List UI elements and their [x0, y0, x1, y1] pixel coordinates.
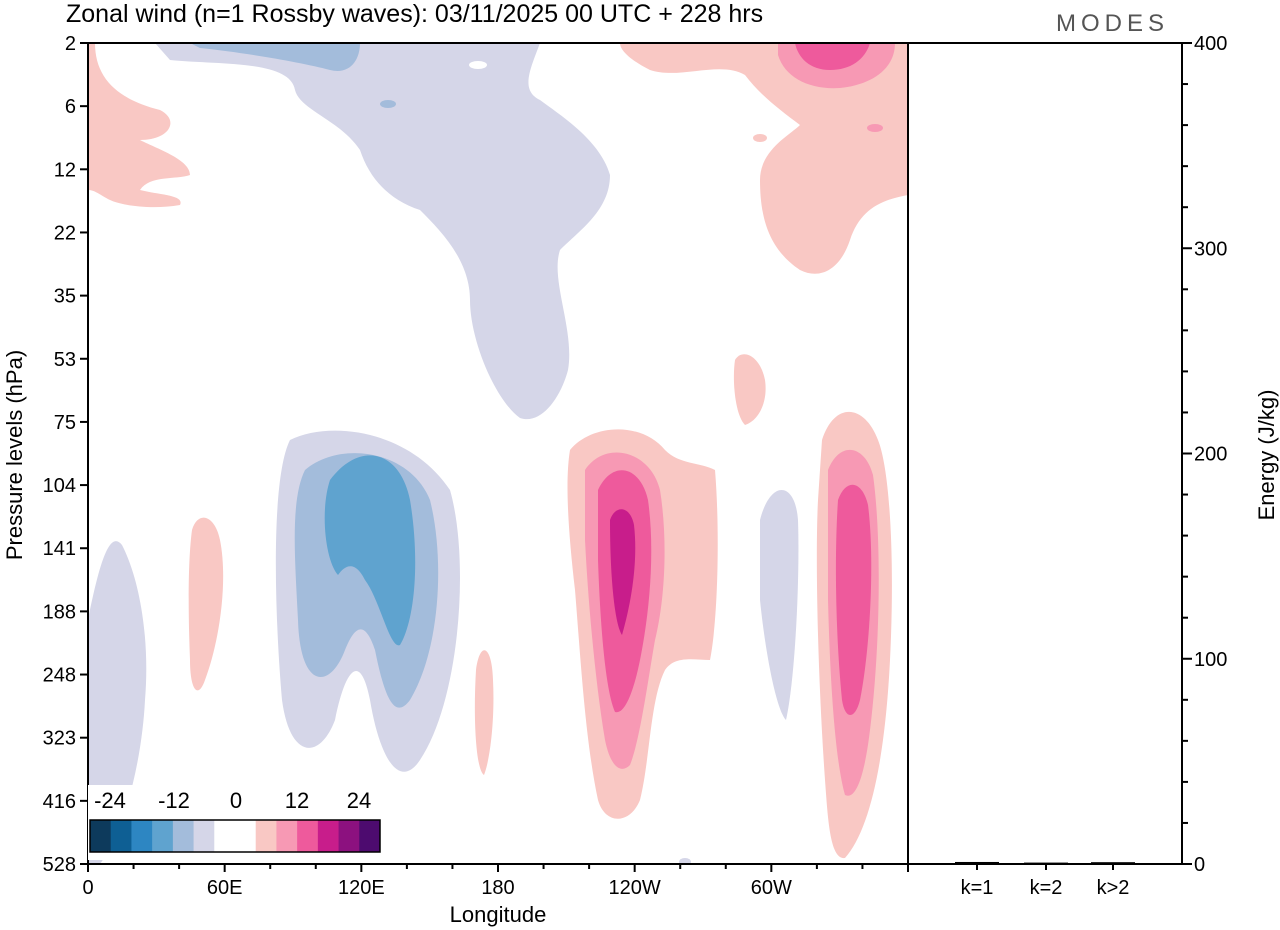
colorbar-swatch — [172, 820, 195, 852]
contour-positive-upper-right-l3 — [795, 43, 870, 70]
energy-tick-label: 200 — [1194, 444, 1227, 466]
colorbar-swatch — [317, 820, 340, 852]
colorbar-label: 0 — [230, 788, 242, 813]
y-tick-label: 22 — [54, 222, 76, 244]
modes-logo: MODES — [1056, 10, 1170, 37]
colorbar-swatch — [193, 820, 215, 852]
y-tick-label: 6 — [65, 96, 76, 118]
contour-white-hole — [469, 61, 487, 69]
y-tick-label: 323 — [43, 728, 76, 750]
bar-category-label: k>2 — [1097, 877, 1130, 899]
colorbar-label: -12 — [158, 788, 190, 813]
energy-bar — [1091, 862, 1135, 865]
colorbar-swatch — [255, 820, 277, 852]
energy-axis-ticks: 0 100 200 300 400 — [1182, 33, 1227, 876]
y-tick-label: 104 — [43, 475, 76, 497]
y-axis-title: Pressure levels (hPa) — [2, 350, 27, 560]
colorbar-frame — [89, 819, 381, 853]
x-tick-label: 120W — [609, 877, 661, 899]
energy-plot-frame — [907, 42, 1183, 865]
y-tick-label: 35 — [54, 286, 76, 308]
energy-tick-label: 400 — [1194, 33, 1227, 55]
energy-bar — [1024, 862, 1068, 865]
x-tick-label: 180 — [481, 877, 514, 899]
x-axis-ticks: 0 60E 120E 180 120W 60W — [82, 864, 909, 899]
contour-positive-45e — [188, 517, 224, 691]
colorbar-swatch — [90, 820, 112, 852]
contour-negative-bottom-dot — [679, 858, 691, 864]
y-tick-label: 2 — [65, 33, 76, 55]
contour-positive-right-l3 — [835, 484, 872, 715]
contour-positive-upper-left — [88, 43, 190, 208]
contour-positive-120w-l4 — [610, 509, 636, 635]
bar-category-label: k=1 — [961, 877, 994, 899]
y-tick-label: 75 — [54, 412, 76, 434]
y-tick-label: 12 — [54, 159, 76, 181]
chart-title: Zonal wind (n=1 Rossby waves): 03/11/202… — [66, 0, 764, 28]
energy-tick-label: 100 — [1194, 649, 1227, 671]
colorbar-swatch — [152, 820, 174, 852]
colorbar-swatch — [338, 820, 360, 852]
y-axis-ticks: 2 6 12 22 35 53 75 104 141 188 248 323 416 528 — [43, 33, 88, 876]
bar-category-label: k=2 — [1030, 877, 1063, 899]
y-tick-label: 248 — [43, 665, 76, 687]
contour-positive-small-dot — [867, 124, 883, 132]
contour-negative-mid-l3 — [324, 455, 416, 646]
energy-bar — [955, 861, 999, 864]
y-tick-label: 53 — [54, 349, 76, 371]
contour-positive-upper-right-l1 — [620, 43, 908, 274]
contour-negative-60w — [760, 490, 799, 720]
x-tick-label: 0 — [82, 877, 93, 899]
x-tick-label: 60W — [751, 877, 792, 899]
energy-tick-label: 300 — [1194, 238, 1227, 260]
contour-positive-small-dot2 — [753, 134, 767, 142]
colorbar-label: 24 — [347, 788, 371, 813]
contour-positive-50w — [733, 354, 766, 425]
colorbar: -24 -12 0 12 24 — [89, 788, 381, 853]
contour-positive-175e — [474, 650, 494, 775]
energy-bars: k=1 k=2 k>2 — [955, 861, 1135, 899]
colorbar-swatch — [359, 820, 381, 852]
y-tick-label: 416 — [43, 791, 76, 813]
colorbar-swatch — [214, 820, 236, 852]
contour-negative-dot — [380, 100, 396, 108]
contour-negative-upper-core — [190, 43, 360, 71]
colorbar-swatch — [131, 820, 153, 852]
x-tick-label: 60E — [207, 877, 243, 899]
colorbar-swatch — [235, 820, 257, 852]
y-tick-label: 141 — [43, 538, 76, 560]
x-tick-label: 120E — [338, 877, 385, 899]
colorbar-swatch — [297, 820, 319, 852]
y-tick-label: 528 — [43, 854, 76, 876]
colorbar-swatch — [276, 820, 298, 852]
energy-tick-label: 0 — [1194, 854, 1205, 876]
contour-field — [88, 43, 908, 864]
energy-axis-title: Energy (J/kg) — [1254, 390, 1279, 521]
y-tick-label: 188 — [43, 601, 76, 623]
colorbar-label: -24 — [94, 788, 126, 813]
colorbar-swatch — [110, 820, 132, 852]
contour-negative-upper — [155, 43, 610, 420]
colorbar-label: 12 — [285, 788, 309, 813]
x-axis-title: Longitude — [450, 902, 547, 927]
contour-negative-left — [88, 541, 147, 864]
